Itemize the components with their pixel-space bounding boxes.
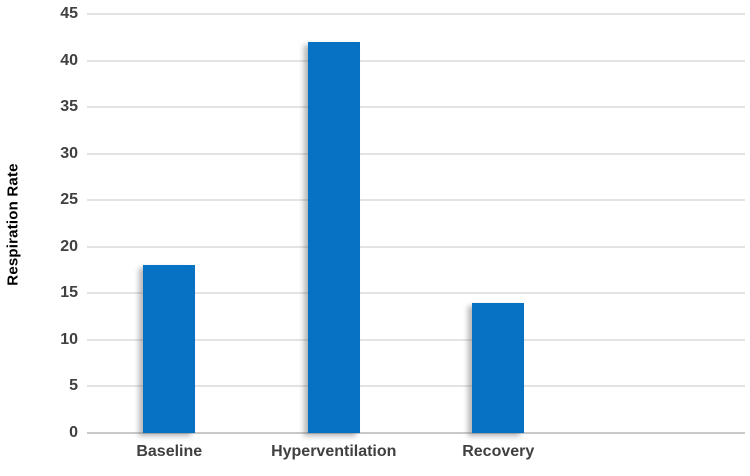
bar-recovery xyxy=(472,302,525,433)
gridline-y-25 xyxy=(87,199,745,202)
y-tick-label-5: 5 xyxy=(69,377,78,395)
y-tick-label-40: 40 xyxy=(60,51,78,69)
y-tick-label-25: 25 xyxy=(60,191,78,209)
gridline-y-30 xyxy=(87,152,745,155)
gridline-y-20 xyxy=(87,245,745,248)
bar-baseline xyxy=(143,265,196,433)
x-axis-line xyxy=(87,432,745,434)
gridline-y-10 xyxy=(87,338,745,341)
gridline-y-5 xyxy=(87,385,745,388)
gridline-y-15 xyxy=(87,292,745,295)
y-tick-label-35: 35 xyxy=(60,98,78,116)
x-axis-label-recovery: Recovery xyxy=(462,443,535,460)
y-tick-label-0: 0 xyxy=(69,424,78,441)
y-tick-label-45: 45 xyxy=(60,5,78,22)
gridline-y-35 xyxy=(87,106,745,109)
x-axis-label-baseline: Baseline xyxy=(136,443,203,460)
x-axis-label-hyperventilation: Hyperventilation xyxy=(271,443,397,460)
plot-area xyxy=(87,13,745,434)
y-tick-label-10: 10 xyxy=(60,330,78,348)
y-tick-label-20: 20 xyxy=(60,237,78,255)
gridline-y-40 xyxy=(87,59,745,62)
gridline-y-45 xyxy=(87,13,745,15)
bar-hyperventilation xyxy=(307,41,360,433)
y-tick-label-30: 30 xyxy=(60,144,78,162)
y-tick-label-15: 15 xyxy=(60,284,78,302)
